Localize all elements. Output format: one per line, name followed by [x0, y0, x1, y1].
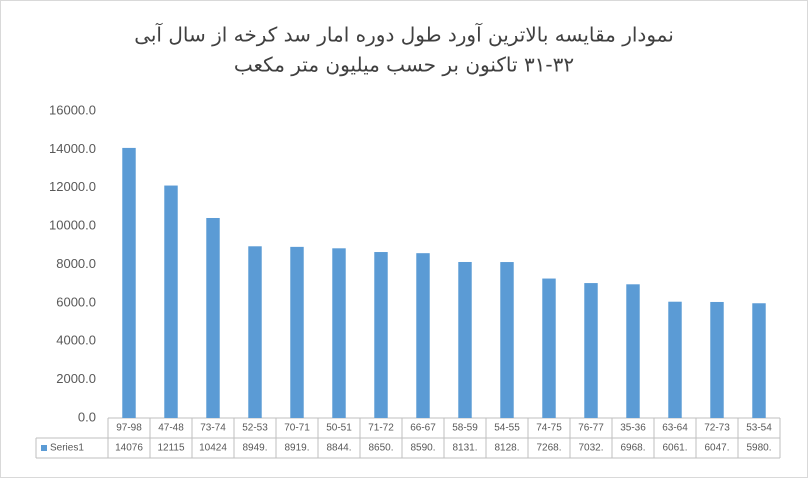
bar: [374, 252, 388, 418]
x-tick-label: 50-51: [326, 423, 352, 434]
x-tick-label: 58-59: [452, 423, 478, 434]
x-tick-label: 66-67: [410, 423, 436, 434]
table-value: 8650.: [368, 443, 393, 454]
table-value: 10424: [199, 443, 227, 454]
bar: [248, 246, 262, 418]
table-value: 7032.: [578, 443, 603, 454]
bar: [416, 253, 430, 418]
bar: [668, 301, 682, 418]
y-tick-label: 2000.0: [56, 371, 96, 386]
bar: [290, 246, 304, 418]
chart-title: نمودار مقایسه بالاترین آورد طول دوره اما…: [134, 22, 674, 47]
chart-title: ۳۱-۳۲ تاکنون بر حسب میلیون متر مکعب: [234, 53, 574, 77]
bar: [332, 248, 346, 418]
x-tick-label: 47-48: [158, 423, 184, 434]
y-tick-label: 0.0: [78, 409, 96, 424]
x-tick-label: 35-36: [620, 423, 646, 434]
table-value: 5980.: [746, 443, 771, 454]
y-tick-label: 12000.0: [49, 179, 96, 194]
y-tick-label: 8000.0: [56, 256, 96, 271]
y-tick-label: 14000.0: [49, 141, 96, 156]
y-tick-label: 4000.0: [56, 333, 96, 348]
bar: [584, 283, 598, 418]
bar: [164, 185, 178, 418]
table-value: 14076: [115, 443, 143, 454]
bar: [500, 262, 514, 418]
x-tick-label: 53-54: [746, 423, 772, 434]
x-tick-label: 70-71: [284, 423, 310, 434]
legend-label: Series1: [50, 443, 84, 454]
table-value: 6047.: [704, 443, 729, 454]
bar: [752, 303, 766, 418]
table-value: 8590.: [410, 443, 435, 454]
bar: [122, 147, 136, 418]
table-value: 8844.: [326, 443, 351, 454]
table-value: 8949.: [242, 443, 267, 454]
x-tick-label: 74-75: [536, 423, 562, 434]
x-tick-label: 73-74: [200, 423, 226, 434]
x-tick-label: 54-55: [494, 423, 520, 434]
bar: [710, 301, 724, 418]
y-tick-label: 6000.0: [56, 294, 96, 309]
bar: [206, 217, 220, 418]
bar: [542, 278, 556, 418]
legend-key: [41, 445, 47, 451]
bar: [626, 284, 640, 418]
x-tick-label: 71-72: [368, 423, 394, 434]
table-value: 7268.: [536, 443, 561, 454]
x-tick-label: 52-53: [242, 423, 268, 434]
table-value: 8919.: [284, 443, 309, 454]
table-value: 8131.: [452, 443, 477, 454]
x-tick-label: 76-77: [578, 423, 604, 434]
x-tick-label: 97-98: [116, 423, 142, 434]
y-tick-label: 16000.0: [49, 102, 96, 117]
table-value: 6061.: [662, 443, 687, 454]
y-tick-label: 10000.0: [49, 218, 96, 233]
x-tick-label: 72-73: [704, 423, 730, 434]
bar: [458, 261, 472, 418]
table-value: 12115: [157, 443, 185, 454]
x-tick-label: 63-64: [662, 423, 688, 434]
table-value: 6968.: [620, 443, 645, 454]
table-value: 8128.: [494, 443, 519, 454]
